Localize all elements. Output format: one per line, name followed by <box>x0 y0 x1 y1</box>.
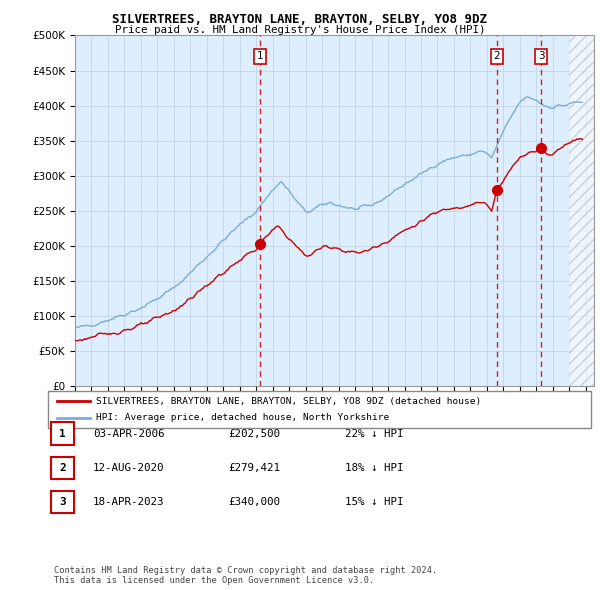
Text: 2: 2 <box>59 463 66 473</box>
Text: 22% ↓ HPI: 22% ↓ HPI <box>345 429 404 438</box>
Text: 03-APR-2006: 03-APR-2006 <box>93 429 164 438</box>
Text: SILVERTREES, BRAYTON LANE, BRAYTON, SELBY, YO8 9DZ (detached house): SILVERTREES, BRAYTON LANE, BRAYTON, SELB… <box>96 397 481 406</box>
Polygon shape <box>569 35 594 386</box>
Text: 18% ↓ HPI: 18% ↓ HPI <box>345 463 404 473</box>
Text: 1: 1 <box>257 51 263 61</box>
Text: £279,421: £279,421 <box>228 463 280 473</box>
Text: £202,500: £202,500 <box>228 429 280 438</box>
Text: 3: 3 <box>59 497 66 507</box>
Text: 18-APR-2023: 18-APR-2023 <box>93 497 164 507</box>
Text: SILVERTREES, BRAYTON LANE, BRAYTON, SELBY, YO8 9DZ: SILVERTREES, BRAYTON LANE, BRAYTON, SELB… <box>113 13 487 26</box>
Text: 2: 2 <box>493 51 500 61</box>
Text: £340,000: £340,000 <box>228 497 280 507</box>
Text: Contains HM Land Registry data © Crown copyright and database right 2024.
This d: Contains HM Land Registry data © Crown c… <box>54 566 437 585</box>
Text: 3: 3 <box>538 51 545 61</box>
Text: HPI: Average price, detached house, North Yorkshire: HPI: Average price, detached house, Nort… <box>96 413 389 422</box>
Text: 12-AUG-2020: 12-AUG-2020 <box>93 463 164 473</box>
Text: 1: 1 <box>59 429 66 438</box>
Text: Price paid vs. HM Land Registry's House Price Index (HPI): Price paid vs. HM Land Registry's House … <box>115 25 485 35</box>
Text: 15% ↓ HPI: 15% ↓ HPI <box>345 497 404 507</box>
